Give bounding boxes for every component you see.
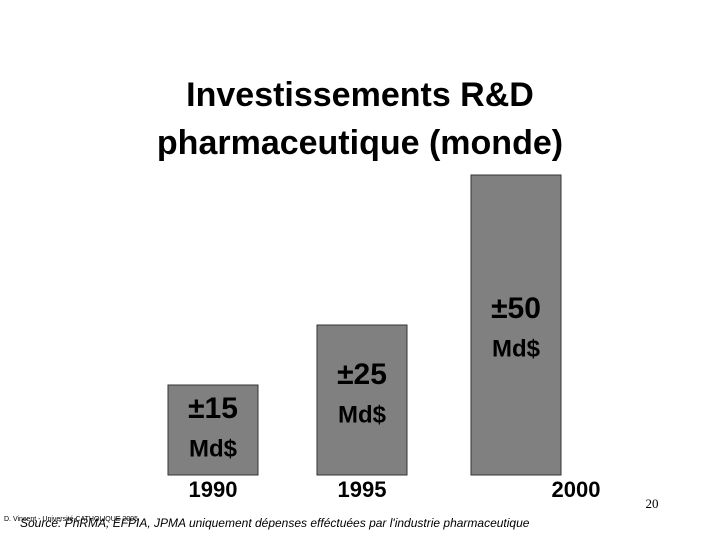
category-label: 1995 — [338, 477, 387, 502]
unit-label: Md$ — [338, 401, 387, 428]
value-label: ±25 — [337, 358, 387, 391]
category-label: 2000 — [552, 477, 601, 502]
category-label: 1990 — [189, 477, 238, 502]
unit-label: Md$ — [492, 335, 541, 362]
value-label: ±15 — [188, 392, 238, 425]
value-label: ±50 — [491, 292, 541, 325]
author-note: D. Vincent - Université CATHOLIQUE 2005 — [4, 516, 138, 523]
source-note: Source: PhRMA, EFPIA, JPMA uniquement dé… — [20, 516, 530, 530]
page-number: 20 — [646, 496, 659, 511]
bar — [470, 174, 562, 476]
title-line: Investissements R&D — [186, 76, 534, 114]
bar — [316, 324, 408, 476]
bar — [167, 384, 259, 476]
title-line: pharmaceutique (monde) — [157, 124, 563, 162]
unit-label: Md$ — [189, 435, 238, 462]
